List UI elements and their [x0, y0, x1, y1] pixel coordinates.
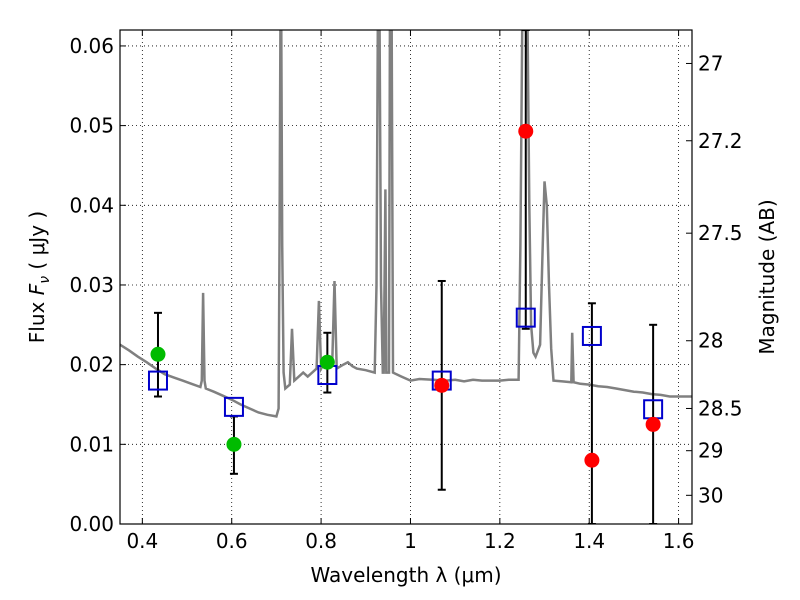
x-tick-label: 0.8: [305, 529, 337, 553]
magnitude-axis-title: Magnitude (AB): [755, 199, 779, 354]
grid: [120, 30, 692, 524]
observed-point-red: [518, 123, 534, 139]
observed-point-green: [150, 346, 166, 362]
plot-area: [120, 30, 692, 524]
y-axis-title-unit: ( μJy ): [25, 211, 49, 270]
magnitude-tick-label: 28: [698, 329, 723, 353]
observed-point-red: [645, 416, 661, 432]
magnitude-tick-label: 29: [698, 439, 723, 463]
template-spectrum-line: [120, 30, 692, 418]
y-axis-title-subscript: ν: [37, 276, 53, 284]
y-axis-ticks: 0.00 0.01 0.02 0.03 0.04 0.05 0.06: [69, 34, 126, 536]
x-axis-title: Wavelength λ (μm): [310, 563, 501, 587]
y-tick-label: 0.02: [69, 353, 114, 377]
observed-point-red: [584, 452, 600, 468]
y-tick-label: 0.03: [69, 273, 114, 297]
y-tick-label: 0.04: [69, 193, 114, 217]
y-tick-label: 0.01: [69, 432, 114, 456]
magnitude-tick-label: 27: [698, 51, 723, 75]
model-point: [223, 396, 244, 417]
y-axis-title-prefix: Flux: [25, 301, 49, 343]
x-tick-label: 1.4: [573, 529, 605, 553]
plot-frame: [119, 29, 693, 525]
magnitude-tick-label: 27.5: [698, 221, 743, 245]
plot-background: [120, 30, 692, 524]
y-tick-label: 0.00: [69, 512, 114, 536]
y-tick-label: 0.05: [69, 114, 114, 138]
y-axis-title: Flux Fν ( μJy ): [25, 211, 53, 343]
x-tick-label: 0.4: [126, 529, 158, 553]
magnitude-tick-label: 27.2: [698, 129, 743, 153]
observed-point-green: [226, 436, 242, 452]
x-axis-ticks: 0.4 0.6 0.8 1 1.2 1.4 1.6: [126, 30, 695, 553]
magnitude-tick-label: 28.5: [698, 396, 743, 420]
magnitude-axis-ticks: 27 27.2 27.5 28 28.5 29 30: [686, 51, 743, 507]
x-tick-label: 1.2: [484, 529, 516, 553]
x-tick-label: 1: [404, 529, 417, 553]
x-tick-label: 1.6: [663, 529, 695, 553]
model-point: [581, 325, 602, 346]
y-axis-title-symbol: F: [25, 283, 49, 295]
observed-point-red: [434, 377, 450, 393]
observed-points: [150, 123, 661, 468]
x-tick-label: 0.6: [216, 529, 248, 553]
model-point: [147, 370, 168, 391]
model-point: [515, 307, 536, 328]
y-tick-label: 0.06: [69, 34, 114, 58]
observed-point-green: [319, 354, 335, 370]
magnitude-tick-label: 30: [698, 483, 723, 507]
